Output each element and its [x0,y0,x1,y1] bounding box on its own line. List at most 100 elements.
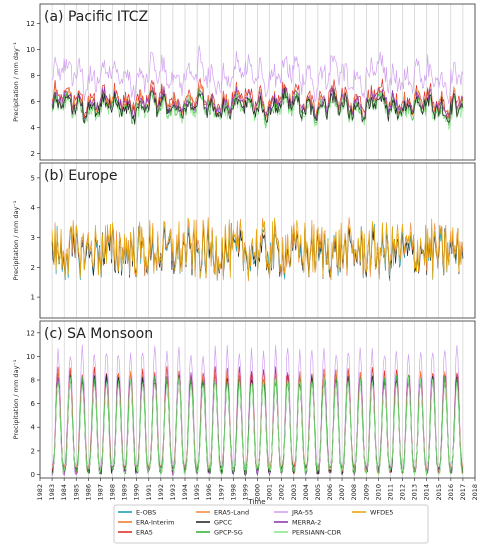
panel-frame [39,3,476,161]
y-tick-label: 6 [31,98,36,106]
legend-item: E-OBS [118,509,156,517]
legend-item: WFDE5 [352,509,393,517]
panel-1: 2 4 6 8 10 12 Precipitation / mm day⁻¹ (a) Paci… [12,3,476,161]
legend-item: JRA-55 [274,509,313,517]
y-tick-label: 4 [31,124,36,132]
x-tick-label: 2000 [254,484,262,501]
legend-item: ERA-Interim [118,519,174,527]
y-tick-label: 5 [31,174,35,182]
legend-item: MERRA-2 [274,519,321,527]
y-tick-label: 12 [26,329,35,337]
legend-label: PERSIANN-CDR [292,529,342,537]
y-tick-label: 12 [26,20,35,28]
x-tick-label: 1993 [169,484,177,501]
x-axis-label: Time [247,498,265,506]
x-tick-label: 2008 [350,484,358,501]
x-tick-label: 1986 [84,484,92,501]
x-tick-label: 1985 [72,484,80,501]
legend-item: PERSIANN-CDR [274,529,342,537]
x-tick-label: 2009 [362,484,370,501]
y-tick-label: 2 [31,447,35,455]
series-lines [51,217,464,282]
x-tick-label: 1998 [229,484,237,501]
x-tick-label: 1982 [36,484,44,501]
legend-label: GPCP-SG [214,529,243,537]
x-tick-label: 1997 [217,484,225,501]
x-tick-label: 2005 [314,484,322,501]
series-merra-2 [51,86,464,122]
x-tick-label: 2016 [447,484,455,501]
panel-title: (a) Pacific ITCZ [44,9,148,25]
x-tick-label: 2018 [471,484,479,501]
panel-3: 0 2 4 6 8 10 12 Precipitation / mm day⁻¹ (c) SA … [12,320,476,479]
x-tick-label: 1996 [205,484,213,501]
x-tick-label: 2014 [423,484,431,501]
y-tick-label: 10 [26,353,35,361]
legend-label: ERA5-Land [214,509,249,517]
panel-title: (b) Europe [44,168,118,184]
y-tick-label: 2 [31,264,35,272]
x-tick-label: 2012 [399,484,407,501]
legend-item: ERA5 [118,529,153,537]
y-tick-label: 8 [31,377,35,385]
x-tick-label: 2011 [386,484,394,501]
legend-label: MERRA-2 [292,519,321,527]
x-tick-label: 2003 [290,484,298,501]
legend-item: GPCP-SG [196,529,243,537]
x-tick-label: 2017 [459,484,467,501]
panel-2: 1 2 3 4 5 Precipitation / mm day⁻¹ (b) Europe [12,162,476,319]
legend-label: ERA5 [136,529,153,537]
series-persiann-cdr [51,90,464,131]
y-axis-label: Precipitation / mm day⁻¹ [12,42,20,122]
x-tick-label: 2002 [278,484,286,501]
series-lines [51,45,464,131]
x-tick-label: 1991 [145,484,153,501]
legend-item: GPCC [196,519,232,527]
x-tick-label: 2006 [326,484,334,501]
x-axis: 1982 1983 1984 1985 1986 1987 1988 1989 1990 1991… [36,478,479,501]
y-tick-label: 3 [31,234,35,242]
x-tick-label: 2010 [374,484,382,501]
x-tick-label: 1983 [48,484,56,501]
x-tick-label: 2004 [302,484,310,501]
y-tick-label: 8 [31,72,35,80]
x-tick-label: 1995 [193,484,201,501]
y-tick-label: 1 [31,294,35,302]
x-tick-label: 2015 [435,484,443,501]
x-tick-label: 1994 [181,484,189,501]
series-persiann-cdr [51,376,464,477]
y-tick-label: 10 [26,46,35,54]
x-tick-label: 2013 [411,484,419,501]
y-tick-label: 4 [31,424,36,432]
legend-label: ERA-Interim [136,519,174,527]
x-tick-label: 1984 [60,484,68,501]
legend-label: JRA-55 [291,509,313,517]
y-tick-label: 2 [31,150,35,158]
x-tick-label: 1999 [241,484,249,501]
y-tick-label: 0 [31,471,35,479]
series-jra-55 [51,45,464,104]
x-tick-label: 1992 [157,484,165,501]
y-axis-label: Precipitation / mm day⁻¹ [12,359,20,439]
legend-label: E-OBS [136,509,156,517]
legend-label: WFDE5 [370,509,393,517]
panel-frame [39,162,476,319]
panel-title: (c) SA Monsoon [44,326,153,342]
x-tick-label: 1987 [96,484,104,501]
x-tick-label: 1989 [121,484,129,501]
series-gpcc [51,87,464,125]
legend-label: GPCC [214,519,232,527]
legend: E-OBS ERA-Interim ERA5 ERA5-Land GPCC GPCP-SG… [113,504,429,544]
y-tick-label: 6 [31,400,36,408]
y-tick-label: 4 [31,204,36,212]
x-tick-label: 2001 [266,484,274,501]
legend-frame [113,504,429,544]
x-tick-label: 1990 [133,484,141,501]
y-axis-label: Precipitation / mm day⁻¹ [12,200,20,280]
legend-item: ERA5-Land [196,509,249,517]
series-lines [51,344,464,477]
series-wfde5 [51,217,464,280]
x-tick-label: 2007 [338,484,346,501]
